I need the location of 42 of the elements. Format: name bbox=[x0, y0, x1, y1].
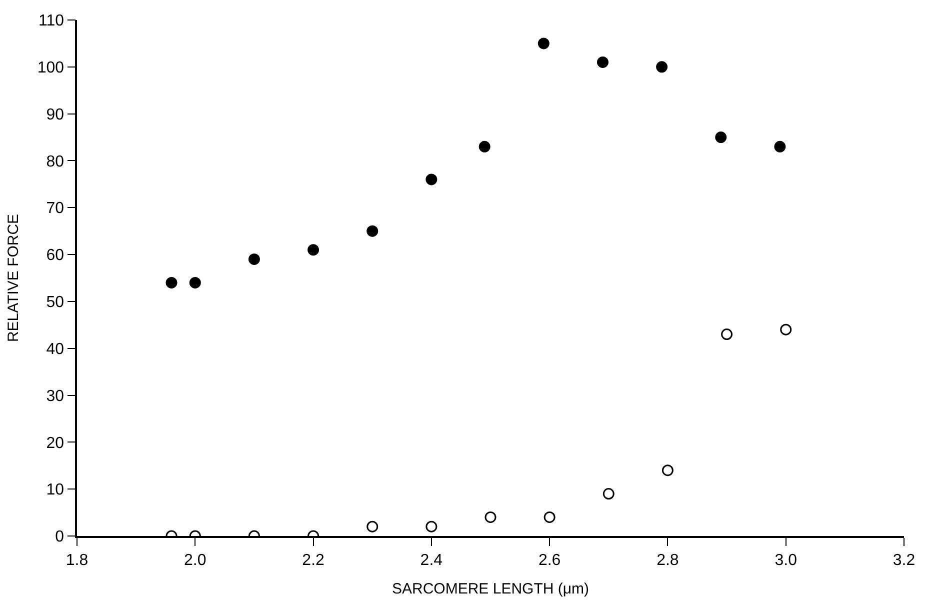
point bbox=[602, 488, 614, 500]
point bbox=[366, 225, 378, 237]
point bbox=[662, 464, 674, 476]
point bbox=[780, 324, 792, 336]
x-tick-label: 3.2 bbox=[892, 552, 916, 569]
x-tick-label: 2.8 bbox=[656, 552, 679, 569]
y-tick-label: 80 bbox=[46, 153, 64, 170]
point bbox=[596, 56, 608, 68]
x-tick-label: 2.2 bbox=[302, 552, 325, 569]
point bbox=[248, 253, 260, 265]
point bbox=[656, 61, 668, 73]
x-tick-label: 2.4 bbox=[420, 552, 443, 569]
y-tick-label: 10 bbox=[46, 482, 64, 499]
x-tick-label: 3.0 bbox=[774, 552, 798, 569]
point bbox=[715, 132, 727, 144]
point bbox=[478, 140, 490, 152]
point bbox=[426, 520, 438, 532]
x-tick-label: 2.6 bbox=[538, 552, 561, 569]
point bbox=[774, 140, 786, 152]
x-tick-label: 2.0 bbox=[184, 552, 206, 569]
y-tick-label: 40 bbox=[46, 340, 64, 358]
y-tick-label: 20 bbox=[46, 434, 64, 452]
point bbox=[308, 244, 320, 256]
point bbox=[426, 174, 438, 186]
x-axis-title: SARCOMERE LENGTH (μm) bbox=[392, 580, 589, 598]
y-tick-label: 90 bbox=[46, 106, 64, 124]
y-tick-label: 0 bbox=[55, 528, 64, 546]
y-axis-title: RELATIVE FORCE bbox=[5, 214, 22, 342]
y-tick-label: 70 bbox=[46, 200, 64, 218]
point bbox=[484, 511, 496, 523]
point bbox=[366, 520, 378, 532]
point bbox=[538, 38, 550, 50]
y-tick-label: 50 bbox=[46, 294, 64, 312]
y-tick-label: 100 bbox=[37, 60, 64, 77]
point bbox=[189, 276, 201, 288]
y-tick-label: 30 bbox=[46, 388, 64, 405]
point bbox=[166, 276, 178, 288]
point bbox=[544, 511, 556, 523]
x-tick-label: 1.8 bbox=[66, 552, 88, 569]
y-tick-label: 60 bbox=[46, 247, 64, 264]
y-tick-label: 110 bbox=[38, 12, 64, 30]
point bbox=[721, 328, 733, 340]
